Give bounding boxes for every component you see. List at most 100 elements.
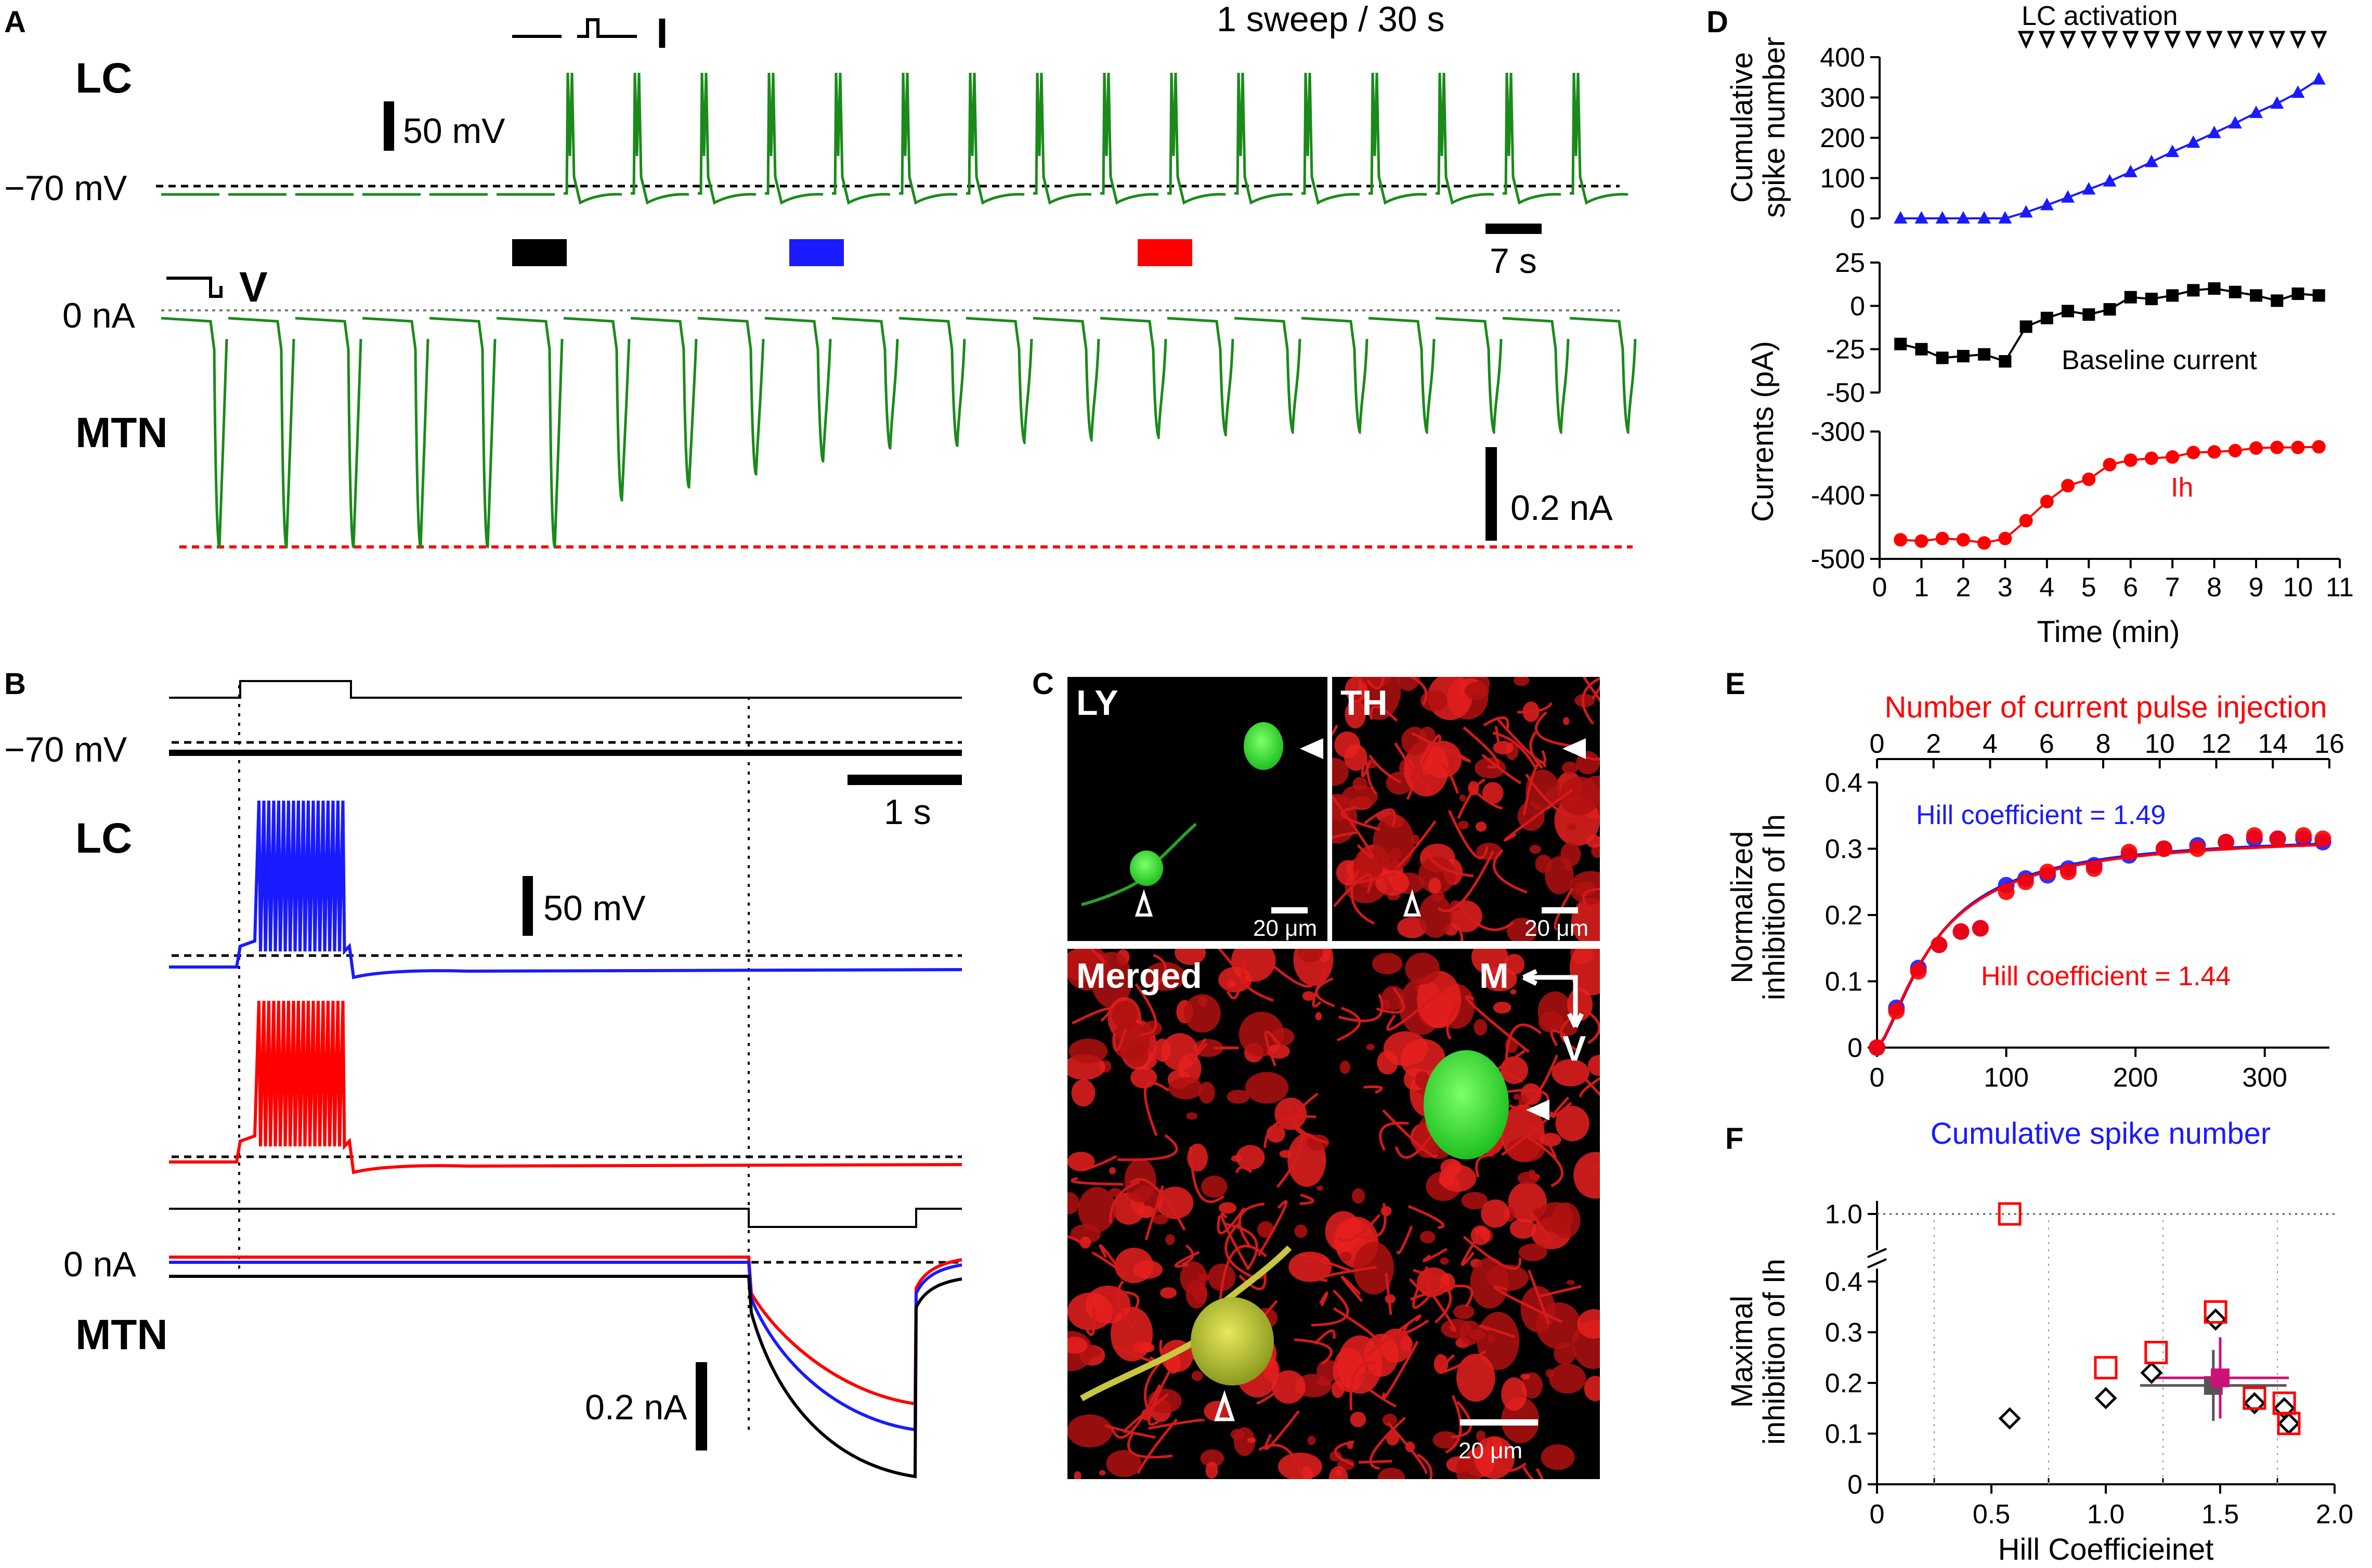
mtn-sweep-trace bbox=[1435, 317, 1503, 434]
ly-large-cell bbox=[1244, 722, 1283, 770]
merged-blob bbox=[1109, 1167, 1116, 1174]
th-blob-process bbox=[1406, 734, 1441, 800]
f-point-square bbox=[2094, 1356, 2118, 1380]
d-point bbox=[2019, 514, 2033, 528]
merged-blob-process bbox=[1313, 1329, 1336, 1345]
d-ytick-label: -25 bbox=[1826, 335, 1865, 365]
merged-blob-process bbox=[1360, 1370, 1397, 1408]
merged-blob-process bbox=[1220, 1212, 1250, 1271]
merged-blob bbox=[1432, 1431, 1458, 1449]
merged-blob-process bbox=[1135, 983, 1157, 1036]
e-top-xtick-label: 16 bbox=[2314, 729, 2344, 759]
merged-blob-process bbox=[1276, 1131, 1304, 1188]
f-point-square bbox=[2277, 1412, 2301, 1435]
d-ytick-label: 100 bbox=[1820, 164, 1865, 194]
merged-blob bbox=[1236, 1145, 1265, 1170]
scale-label-time-a: 7 s bbox=[1490, 241, 1537, 281]
merged-blob bbox=[1231, 949, 1276, 982]
f-point-diamond bbox=[1998, 1407, 2021, 1430]
mtn-sweep-trace bbox=[1234, 317, 1301, 434]
merged-blob bbox=[1271, 1370, 1306, 1404]
merged-blob bbox=[1200, 1449, 1224, 1467]
f-point-square bbox=[1998, 1202, 2022, 1226]
merged-blob bbox=[1549, 1363, 1586, 1394]
merged-blob bbox=[1520, 1374, 1530, 1380]
merged-blob-process bbox=[1319, 1265, 1377, 1282]
merged-blob bbox=[1204, 1401, 1231, 1422]
merged-blob bbox=[1377, 1050, 1399, 1075]
merged-blob bbox=[1518, 1243, 1547, 1261]
f-point-square bbox=[2243, 1386, 2266, 1410]
merged-blob bbox=[1208, 1263, 1236, 1291]
merged-blob-process bbox=[1242, 973, 1274, 1002]
merged-blob bbox=[1160, 1287, 1177, 1299]
d-point bbox=[1998, 211, 2012, 224]
merged-blob bbox=[1156, 1186, 1194, 1219]
e-top-xtick-label: 0 bbox=[1870, 729, 1885, 759]
merged-blob bbox=[1382, 1414, 1397, 1427]
merged-blob-process bbox=[1264, 1030, 1284, 1067]
lc-activation-label: LC activation bbox=[2022, 1, 2178, 31]
merged-blob-process bbox=[1105, 1291, 1140, 1312]
th-blob bbox=[1562, 761, 1578, 775]
d-series-line bbox=[1900, 78, 2319, 219]
th-blob-process bbox=[1467, 785, 1503, 809]
merged-blob bbox=[1453, 1304, 1475, 1319]
mtn-sweep-trace bbox=[764, 317, 832, 463]
th-blob-process bbox=[1525, 773, 1576, 819]
merged-blob-process bbox=[1412, 1266, 1429, 1309]
panel-b-mtn-label: MTN bbox=[75, 1311, 168, 1358]
d-baseline-label: Baseline current bbox=[2062, 345, 2257, 375]
lc-sweep-trace bbox=[1234, 72, 1293, 205]
merged-blob-process bbox=[1352, 1203, 1387, 1239]
f-mean-point bbox=[2211, 1368, 2230, 1388]
mtn-sweep-trace bbox=[161, 317, 228, 548]
merged-blob bbox=[1456, 1353, 1495, 1402]
th-blob bbox=[1574, 694, 1595, 708]
panel-b-letter: B bbox=[4, 667, 26, 701]
e-ytick-label: 0.1 bbox=[1825, 967, 1862, 997]
b-mtn-blue-trace bbox=[169, 1261, 962, 1432]
merged-blob bbox=[1152, 1214, 1168, 1225]
e-point bbox=[2086, 860, 2103, 877]
merged-blob-process bbox=[1226, 959, 1246, 999]
th-blob-process bbox=[1426, 850, 1474, 878]
d-ytick-label: -400 bbox=[1811, 481, 1865, 511]
merged-blob-process bbox=[1527, 1125, 1557, 1158]
e-top-axis-label: Number of current pulse injection bbox=[1884, 690, 2327, 724]
e-point bbox=[1869, 1039, 1885, 1056]
merged-blob bbox=[1316, 1185, 1324, 1191]
d-point bbox=[2291, 288, 2304, 300]
d-point bbox=[2144, 154, 2158, 167]
merged-blob-process bbox=[1144, 1185, 1164, 1240]
f-xtick-label: 1.0 bbox=[2087, 1499, 2125, 1530]
mtn-sweep-trace bbox=[1167, 317, 1234, 437]
th-blob bbox=[1334, 731, 1361, 758]
th-label: TH bbox=[1340, 683, 1388, 723]
panel-e-plot: 0 0.1 0.2 0.3 0.4 0 100 200 300 0 2 4 6 8 10 12 14 16 bbox=[1825, 729, 2344, 1093]
activation-arrowhead-icon bbox=[2101, 31, 2118, 49]
th-blob-process bbox=[1332, 794, 1374, 859]
th-blob-process bbox=[1340, 806, 1381, 831]
merged-blob-process bbox=[1148, 1370, 1171, 1426]
scale-label-merged: 20 μm bbox=[1458, 1438, 1522, 1464]
lc-sweep-trace bbox=[765, 72, 824, 205]
merged-blob-process bbox=[1148, 1419, 1205, 1430]
e-ylabel-1: Normalized bbox=[1725, 831, 1759, 983]
merged-blob-process bbox=[1337, 1213, 1381, 1242]
merged-blob-process bbox=[1403, 1319, 1429, 1334]
th-blob bbox=[1482, 782, 1504, 804]
scale-bar-th bbox=[1542, 907, 1578, 913]
merged-blob bbox=[1552, 1059, 1589, 1087]
merged-blob-process bbox=[1379, 1121, 1409, 1151]
th-blob-process bbox=[1358, 872, 1397, 884]
d-point bbox=[2270, 440, 2284, 454]
th-blob bbox=[1526, 769, 1560, 811]
d-ytick-label: -300 bbox=[1811, 417, 1865, 447]
e-bottom-axis-label: Cumulative spike number bbox=[1931, 1117, 2271, 1151]
th-blob bbox=[1567, 824, 1576, 831]
d-xtick-label: 0 bbox=[1872, 572, 1887, 603]
merged-blob bbox=[1068, 1038, 1108, 1064]
th-blob bbox=[1373, 815, 1415, 871]
